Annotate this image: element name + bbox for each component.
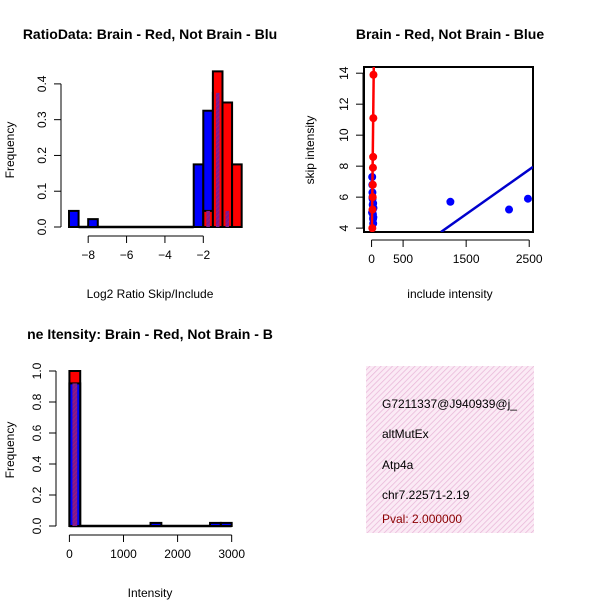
info-event-type: altMutEx	[382, 427, 429, 441]
intensity-scatter-x-tick-label: 1500	[453, 252, 480, 266]
ratio-histogram-bar-not-brain	[202, 109, 214, 228]
ratio-histogram-x-tick-label: −8	[81, 248, 95, 262]
intensity-histogram-y-tick-label: 0.8	[30, 393, 44, 410]
ratio-histogram-x-tick-label: −4	[158, 248, 172, 262]
intensity-histogram-y-tick-label: 0.6	[30, 424, 44, 441]
ratio-histogram-xlabel: Log2 Ratio Skip/Include	[87, 287, 214, 301]
intensity-scatter-axes: 0 500 1500 2500 4 6 8 10 12 14	[337, 66, 543, 266]
intensity-scatter-panel: Brain - Red, Not Brain - Blue include in…	[303, 26, 544, 301]
intensity-scatter-ylabel: skip intensity	[303, 116, 317, 185]
intensity-scatter-point-not-brain	[523, 194, 532, 203]
info-panel-background	[366, 366, 534, 533]
ratio-histogram-panel: RatioData: Brain - Red, Not Brain - Blu …	[3, 26, 277, 301]
ratio-histogram-ylabel: Frequency	[3, 122, 17, 179]
intensity-scatter-y-tick-label: 14	[337, 66, 351, 80]
intensity-histogram-ylabel: Frequency	[3, 422, 17, 479]
info-pval: Pval: 2.000000	[382, 512, 462, 526]
intensity-scatter-point-not-brain	[505, 205, 514, 214]
intensity-scatter-point-brain	[368, 180, 377, 189]
intensity-scatter-marks	[368, 67, 533, 232]
intensity-scatter-point-not-brain	[446, 197, 455, 206]
intensity-scatter-y-tick-label: 8	[337, 162, 351, 169]
intensity-scatter-y-tick-label: 4	[337, 224, 351, 231]
intensity-scatter-y-tick-label: 10	[337, 128, 351, 142]
intensity-scatter-box	[363, 66, 534, 233]
ratio-histogram-y-tick-label: 0.1	[35, 183, 49, 200]
ratio-histogram-x-tick-label: −2	[196, 248, 210, 262]
intensity-scatter-plot-area	[368, 67, 533, 232]
intensity-histogram-bar-not-brain	[209, 521, 222, 528]
intensity-histogram-y-tick-label: 0.4	[30, 455, 44, 472]
intensity-histogram-axes: 0 1000 2000 3000 0.0 0.2 0.4 0.6 0.8 1.0	[30, 362, 245, 561]
intensity-scatter-point-brain	[368, 224, 377, 232]
intensity-histogram-title: ne Itensity: Brain - Red, Not Brain - B	[27, 326, 273, 342]
ratio-histogram-bar-not-brain	[192, 163, 205, 228]
intensity-histogram-y-tick-label: 1.0	[30, 362, 44, 379]
intensity-histogram-bar-not-brain	[219, 521, 233, 528]
ratio-histogram-y-tick-label: 0.2	[35, 147, 49, 164]
intensity-histogram-y-tick-label: 0.2	[30, 486, 44, 503]
ratio-histogram-bar-not-brain	[68, 209, 80, 228]
intensity-histogram-x-tick-label: 0	[66, 547, 73, 561]
intensity-scatter-xlabel: include intensity	[407, 287, 492, 301]
ratio-histogram-bar-overlap	[215, 92, 220, 227]
intensity-histogram-y-tick-label: 0.0	[30, 517, 44, 534]
intensity-scatter-fit-brain	[370, 67, 376, 232]
intensity-scatter-point-brain	[369, 70, 378, 79]
ratio-histogram-y-tick-label: 0.4	[35, 75, 49, 92]
intensity-scatter-point-brain	[368, 193, 377, 202]
intensity-scatter-title: Brain - Red, Not Brain - Blue	[356, 26, 544, 42]
intensity-histogram-bar-not-brain	[149, 521, 163, 528]
intensity-histogram-panel: ne Itensity: Brain - Red, Not Brain - B …	[3, 326, 273, 600]
ratio-histogram-title: RatioData: Brain - Red, Not Brain - Blu	[23, 26, 277, 42]
ratio-histogram-bar-brain	[221, 101, 234, 228]
ratio-histogram-x-tick-label: −6	[120, 248, 134, 262]
ratio-histogram-bar-overlap	[225, 210, 230, 227]
intensity-histogram-bar-overlap	[72, 383, 78, 526]
ratio-histogram-bar-not-brain	[87, 218, 99, 229]
intensity-histogram-x-tick-label: 2000	[164, 547, 191, 561]
intensity-scatter-point-brain	[368, 163, 377, 172]
intensity-scatter-point-brain	[369, 152, 378, 161]
intensity-histogram-xlabel: Intensity	[128, 586, 173, 600]
info-panel: G7211337@J940939@j_ altMutEx Atp4a chr7.…	[366, 366, 534, 533]
ratio-histogram-axes: −8 −6 −4 −2 0.0 0.1 0.2 0.3 0.4	[35, 75, 210, 262]
intensity-scatter-y-tick-label: 12	[337, 97, 351, 111]
intensity-scatter-point-brain	[368, 205, 377, 214]
ratio-histogram-y-tick-label: 0.0	[35, 218, 49, 235]
intensity-scatter-x-tick-label: 0	[368, 252, 375, 266]
ratio-histogram-bar-brain	[231, 163, 243, 228]
intensity-scatter-fit-not-brain	[440, 165, 533, 232]
intensity-histogram-x-tick-label: 3000	[218, 547, 245, 561]
ratio-histogram-bar-overlap	[206, 210, 210, 227]
intensity-scatter-x-tick-label: 2500	[516, 252, 543, 266]
info-event-id: G7211337@J940939@j_	[382, 397, 517, 411]
info-gene: Atp4a	[382, 458, 414, 472]
intensity-scatter-x-tick-label: 500	[393, 252, 413, 266]
ratio-histogram-y-tick-label: 0.3	[35, 111, 49, 128]
intensity-scatter-y-tick-label: 6	[337, 193, 351, 200]
intensity-histogram-marks	[68, 370, 233, 528]
ratio-histogram-marks	[68, 70, 243, 229]
intensity-scatter-point-brain	[369, 114, 378, 123]
info-location: chr7.22571-2.19	[382, 488, 470, 502]
intensity-histogram-x-tick-label: 1000	[110, 547, 137, 561]
